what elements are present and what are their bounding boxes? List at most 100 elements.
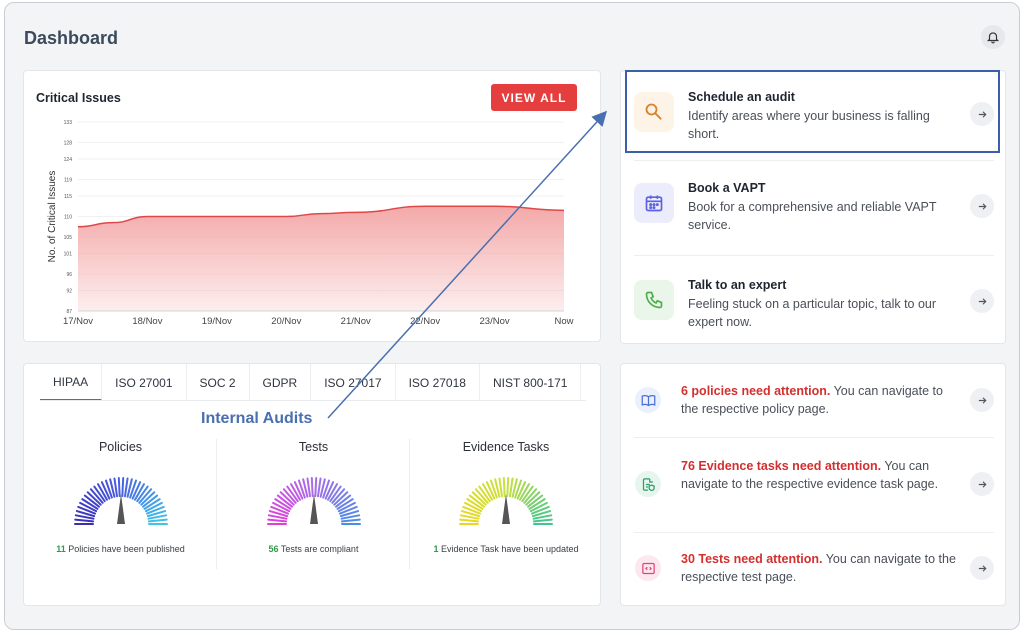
gauge-tick	[521, 485, 534, 503]
tab-label: ISO 27001	[115, 375, 173, 390]
gauge-tick	[128, 479, 137, 499]
gauge-tick	[508, 477, 514, 498]
gauge-count: 1	[433, 544, 439, 554]
action-title: Book a VAPT	[688, 181, 766, 195]
x-tick-label: 20/Nov	[271, 316, 301, 327]
y-tick-label: 133	[64, 120, 73, 126]
separator	[634, 532, 994, 533]
gauge-tick	[279, 491, 295, 506]
gauge-title: Evidence Tasks	[462, 440, 550, 454]
gauge-tick	[321, 479, 330, 499]
tab-iso-27001[interactable]: ISO 27001	[102, 364, 187, 400]
gauge-caption-text: Evidence Task have been updated	[441, 544, 579, 554]
action-text: Schedule an audit Identify areas where yo…	[688, 88, 958, 143]
gauge-tick	[316, 477, 322, 498]
arrow-right-icon	[978, 396, 987, 404]
notice-arrow-button[interactable]	[970, 556, 994, 580]
notice-arrow-button[interactable]	[970, 388, 994, 412]
quick-actions-card: Schedule an audit Identify areas where yo…	[620, 70, 1006, 344]
gauge-tick	[459, 514, 480, 520]
action-title: Schedule an audit	[688, 90, 795, 104]
chart-title: Critical Issues	[36, 91, 121, 105]
gauge-tick	[139, 491, 155, 506]
gauge-caption: 56 Tests are compliant	[217, 544, 410, 554]
gauge-tick	[519, 483, 530, 501]
gauge-tick	[527, 494, 544, 508]
notice-rest: You can navigate to the respective test …	[681, 552, 956, 584]
gauge-tests: Tests 56 Tests are compliant	[217, 434, 410, 584]
gauge-tick	[531, 510, 552, 518]
gauge-tick	[80, 498, 98, 510]
evidence-tasks-gauge-chart	[459, 477, 553, 525]
gauge-tick	[276, 494, 293, 508]
gauge-tick	[460, 510, 481, 518]
gauge-count: 11	[56, 544, 66, 554]
tests-gauge-chart	[266, 477, 361, 525]
gauge-tick	[268, 510, 288, 518]
gauge-tick	[271, 501, 290, 513]
gauge-tick	[514, 479, 523, 499]
gauge-divider	[216, 439, 217, 569]
action-talk-expert[interactable]: Talk to an expert Feeling stuck on a part…	[621, 256, 1007, 344]
gauge-tick	[532, 518, 553, 523]
tab-label: ISO 27017	[324, 375, 382, 390]
gauge-tick	[89, 488, 104, 504]
arrow-right-icon	[978, 480, 987, 488]
frameworks-card: HIPAA ISO 27001 SOC 2 GDPR ISO 27017 ISO 2701…	[23, 363, 601, 606]
attention-card: 6 policies need attention. You can navig…	[620, 363, 1006, 606]
notice-tests[interactable]: 30 Tests need attention. You can navigat…	[621, 533, 1007, 607]
action-book-vapt[interactable]: Book a VAPT Book for a comprehensive and …	[621, 161, 1007, 253]
gauge-tick	[108, 478, 115, 498]
gauge-tick	[289, 483, 301, 501]
magnifier-icon	[645, 103, 662, 120]
gauge-tick	[144, 501, 163, 513]
action-arrow-button[interactable]	[970, 289, 994, 313]
gauge-tick	[147, 518, 168, 523]
gauge-tick	[143, 498, 161, 510]
notice-highlight: 6 policies need attention.	[681, 384, 831, 398]
tab-iso-27017[interactable]: ISO 27017	[311, 364, 396, 400]
gauge-tick	[511, 478, 518, 498]
notice-evidence-tasks[interactable]: 76 Evidence tasks need attention. You ca…	[621, 438, 1007, 531]
gauge-tick	[494, 478, 501, 498]
notice-policies[interactable]: 6 policies need attention. You can navig…	[621, 364, 1007, 436]
action-schedule-audit[interactable]: Schedule an audit Identify areas where yo…	[621, 71, 1007, 156]
gauge-tick	[338, 505, 358, 515]
critical-issues-card: Critical Issues VIEW ALL 87 92 96 101 105 110…	[23, 70, 601, 342]
x-tick-label: 21/Nov	[341, 316, 371, 327]
notice-text: 76 Evidence tasks need attention. You ca…	[681, 457, 961, 493]
tab-csa[interactable]: CSA›	[581, 364, 586, 400]
notice-rest: You can navigate to the respective polic…	[681, 384, 943, 416]
arrow-right-icon	[978, 110, 987, 118]
document-shield-icon	[642, 477, 655, 491]
tab-iso-27018[interactable]: ISO 27018	[396, 364, 480, 400]
action-arrow-button[interactable]	[970, 102, 994, 126]
gauge-tick	[530, 505, 550, 515]
action-arrow-button[interactable]	[970, 194, 994, 218]
y-tick-label: 128	[64, 141, 73, 147]
gauge-tick	[529, 501, 548, 513]
gauge-tick	[337, 501, 356, 513]
gauge-tick	[285, 485, 299, 503]
gauge-needle	[309, 494, 318, 524]
gauge-caption-text: Tests are compliant	[280, 544, 359, 554]
gauge-tick	[96, 483, 108, 501]
notifications-button[interactable]	[981, 25, 1005, 49]
tab-gdpr[interactable]: GDPR	[250, 364, 312, 400]
gauge-tick	[516, 481, 527, 500]
tab-hipaa[interactable]: HIPAA	[40, 364, 103, 400]
gauge-evidence-tasks: Evidence Tasks 1 Evidence Task have been…	[410, 434, 602, 584]
tab-soc-2[interactable]: SOC 2	[187, 364, 250, 400]
gauge-tick	[485, 481, 496, 500]
view-all-button[interactable]: VIEW ALL	[491, 84, 577, 111]
gauge-tick	[297, 479, 306, 499]
gauge-tick	[266, 518, 287, 523]
y-tick-label: 92	[66, 288, 72, 294]
framework-tabs: HIPAA ISO 27001 SOC 2 GDPR ISO 27017 ISO 2701…	[40, 364, 586, 401]
notice-icon-box	[635, 471, 661, 497]
gauge-tick	[133, 483, 145, 501]
notice-arrow-button[interactable]	[970, 472, 994, 496]
tab-nist-800-171[interactable]: NIST 800-171	[480, 364, 582, 400]
x-tick-label: 23/Nov	[480, 316, 510, 327]
gauge-tick	[336, 498, 354, 510]
